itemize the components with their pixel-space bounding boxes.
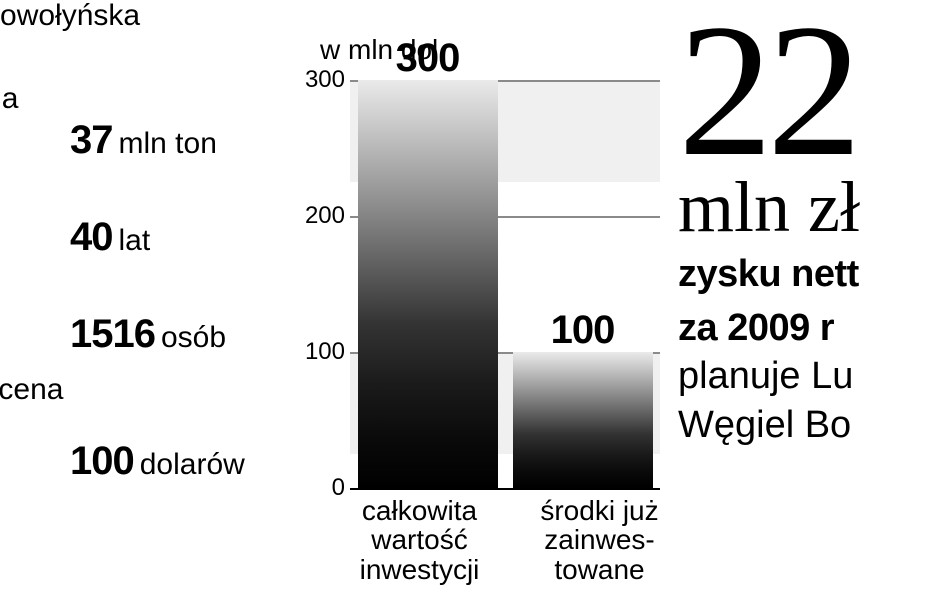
headline-line: Węgiel Bo bbox=[678, 401, 948, 450]
headline-line: planuje Lu bbox=[678, 352, 948, 401]
chart-ytick: 100 bbox=[295, 338, 345, 366]
chart-category-label-line: zainwes- bbox=[544, 524, 654, 555]
chart-ytick: 200 bbox=[295, 202, 345, 230]
stat-label: ość bbox=[0, 181, 280, 211]
stat-block: ość 40lat bbox=[0, 181, 280, 260]
middle-column: w mln dol. 300 200 100 0 300 100 bbox=[280, 0, 670, 593]
chart-bar-fill bbox=[513, 352, 653, 488]
stat-label: enie bbox=[0, 278, 280, 308]
stat-label: węgla bbox=[0, 84, 280, 114]
headline-bold-line: za 2009 r bbox=[678, 305, 948, 351]
stat-unit: osób bbox=[161, 321, 226, 354]
stat-label: ana cena gla bbox=[0, 375, 280, 435]
right-column: 22 mln zł zysku nett za 2009 r planuje L… bbox=[670, 0, 948, 593]
headline-bold-line: zysku nett bbox=[678, 251, 948, 297]
headline-number: 22 bbox=[678, 6, 948, 177]
chart-category-label: środki już zainwes- towane bbox=[512, 496, 687, 584]
stat-value: 37 bbox=[70, 118, 113, 162]
stat-block: węgla 37mln ton bbox=[0, 84, 280, 163]
chart-bar-fill bbox=[358, 80, 498, 488]
chart-bar-value: 100 bbox=[513, 308, 653, 353]
chart-category-label-line: środki już bbox=[540, 495, 658, 526]
chart-category-label: całkowita wartość inwestycji bbox=[332, 496, 507, 584]
stat-value: 40 bbox=[70, 215, 113, 259]
chart-bar: 300 bbox=[358, 80, 498, 488]
stat-value: 1516 bbox=[70, 312, 155, 356]
chart-category-label-line: wartość bbox=[371, 524, 467, 555]
chart-bars: 300 100 bbox=[350, 80, 660, 488]
chart-category-label-line: inwestycji bbox=[360, 554, 480, 585]
headline-unit: mln zł bbox=[678, 171, 948, 243]
left-title-line2: n bbox=[0, 32, 280, 66]
chart-ytick: 300 bbox=[295, 66, 345, 94]
left-title-line1: Nowowołyńska bbox=[0, 0, 280, 32]
stat-block: enie 1516osób bbox=[0, 278, 280, 357]
left-column: Nowowołyńska n węgla 37mln ton ość 40lat… bbox=[0, 0, 280, 593]
chart-category-label-line: całkowita bbox=[362, 495, 477, 526]
bar-chart: w mln dol. 300 200 100 0 300 100 bbox=[280, 20, 670, 580]
stat-unit: dolarów bbox=[140, 448, 245, 481]
stat-block: ana cena gla 100dolarów bbox=[0, 375, 280, 484]
chart-plot-area: 300 200 100 0 300 100 bbox=[350, 80, 660, 490]
chart-bar-value: 300 bbox=[358, 36, 498, 81]
stat-unit: mln ton bbox=[119, 127, 217, 160]
chart-category-label-line: towane bbox=[554, 554, 644, 585]
stat-value: 100 bbox=[70, 439, 134, 483]
chart-bar: 100 bbox=[513, 352, 653, 488]
stat-unit: lat bbox=[119, 224, 151, 257]
